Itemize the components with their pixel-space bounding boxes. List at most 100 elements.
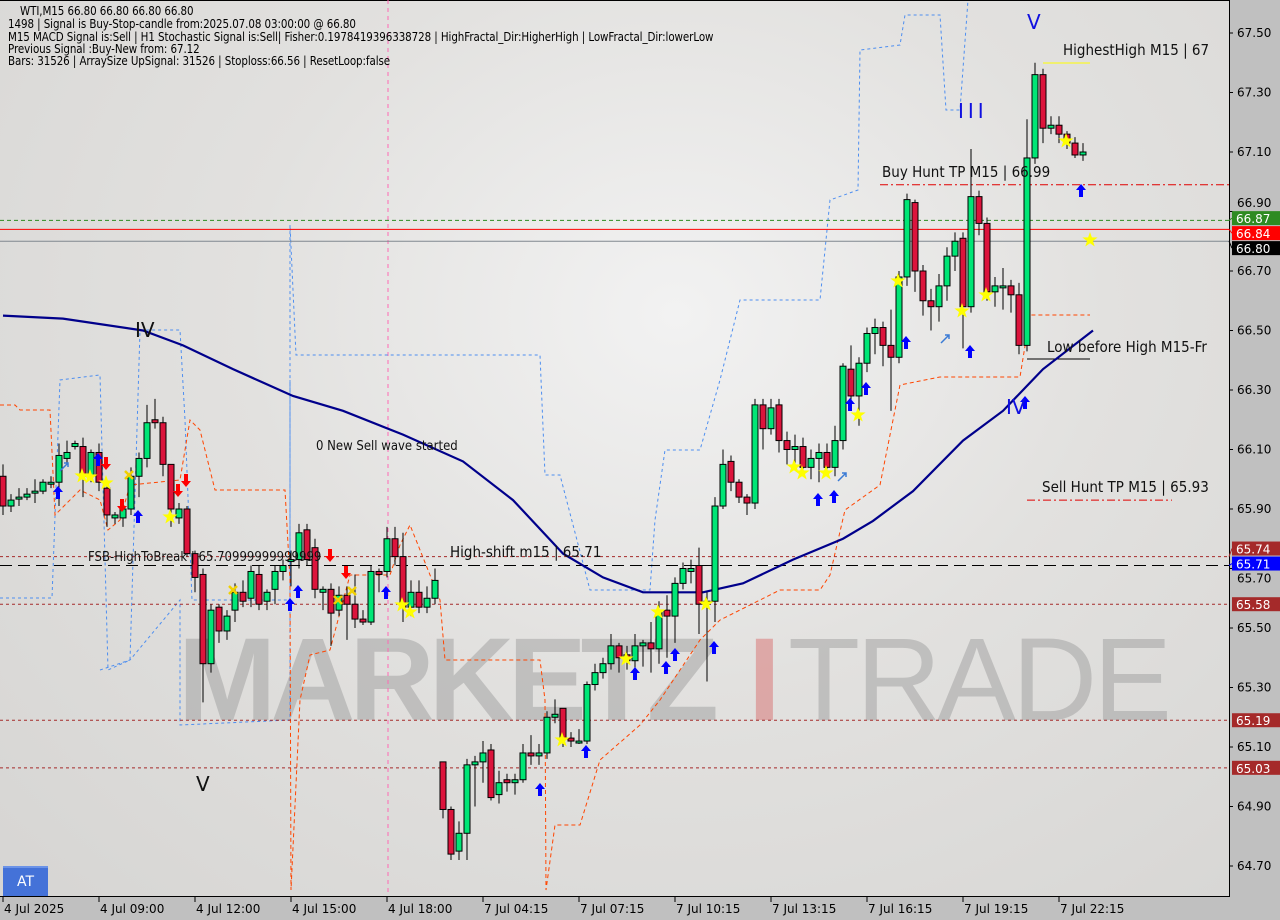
candle-body bbox=[807, 457, 815, 468]
x-tick-label: 4 Jul 12:00 bbox=[196, 902, 260, 916]
candle-body bbox=[791, 446, 799, 450]
candle bbox=[999, 268, 1007, 310]
candle bbox=[23, 488, 31, 501]
trailing-stop-line bbox=[0, 314, 1090, 891]
candle bbox=[71, 440, 79, 450]
candle bbox=[375, 568, 383, 593]
candle-body bbox=[759, 404, 767, 430]
candle bbox=[31, 479, 39, 504]
star-signal-icon bbox=[98, 475, 114, 490]
candle bbox=[735, 479, 743, 504]
buy-arrow-icon bbox=[53, 486, 63, 499]
candle bbox=[15, 488, 23, 507]
candle bbox=[383, 526, 391, 578]
candle bbox=[159, 416, 167, 477]
candle-body bbox=[575, 740, 583, 744]
star-signal-icon bbox=[82, 469, 98, 484]
candle bbox=[1047, 116, 1055, 135]
price-tag: 66.84 bbox=[1228, 226, 1280, 241]
candle-body bbox=[39, 481, 47, 492]
candle bbox=[199, 568, 207, 703]
candle bbox=[151, 398, 159, 429]
candle bbox=[271, 565, 279, 605]
candle bbox=[1007, 279, 1015, 313]
candle bbox=[487, 744, 495, 801]
candle-body bbox=[263, 591, 271, 602]
sell-wave-label: 0 New Sell wave started bbox=[316, 439, 458, 454]
candle bbox=[679, 562, 687, 590]
candle-body bbox=[159, 422, 167, 465]
candle bbox=[911, 199, 919, 292]
sell-arrow-icon bbox=[341, 566, 351, 579]
y-tick-label: 64.90 bbox=[1237, 800, 1271, 814]
price-tag-label: 65.19 bbox=[1236, 714, 1270, 728]
candle-body bbox=[135, 457, 143, 477]
candle bbox=[903, 193, 911, 286]
candle bbox=[919, 265, 927, 316]
candle-body bbox=[767, 407, 775, 430]
candle-body bbox=[887, 344, 895, 358]
buy-arrow-icon bbox=[661, 661, 671, 674]
auto-trading-button[interactable]: AT bbox=[3, 866, 48, 896]
price-tag: 65.71 bbox=[1228, 556, 1280, 572]
candle-body bbox=[1055, 124, 1063, 135]
candle bbox=[495, 770, 503, 804]
candle bbox=[1071, 137, 1079, 158]
price-tag-bg bbox=[1232, 226, 1280, 241]
candle-body bbox=[455, 832, 463, 852]
candle bbox=[991, 276, 999, 307]
candle-body bbox=[103, 487, 111, 516]
y-tick-label: 66.10 bbox=[1237, 443, 1271, 457]
buy-arrow-icon bbox=[285, 598, 295, 611]
candle-body bbox=[535, 752, 543, 757]
price-tag-label: 66.80 bbox=[1236, 242, 1270, 256]
candle-body bbox=[175, 508, 183, 519]
candle bbox=[567, 732, 575, 747]
star-signal-icon bbox=[162, 509, 178, 524]
y-tick-label: 65.50 bbox=[1237, 621, 1271, 635]
sell-hunt-label: Sell Hunt TP M15 | 65.93 bbox=[1042, 478, 1209, 496]
candle bbox=[183, 506, 191, 557]
candle bbox=[247, 565, 255, 608]
candle-body bbox=[423, 597, 431, 608]
y-tick-label: 67.10 bbox=[1237, 145, 1271, 159]
candle bbox=[1023, 119, 1031, 352]
candle bbox=[879, 321, 887, 367]
candle bbox=[759, 398, 767, 450]
candle-body bbox=[639, 642, 647, 647]
buy-arrow-icon bbox=[965, 345, 975, 358]
x-tick-label: 7 Jul 13:15 bbox=[772, 902, 836, 916]
candle bbox=[967, 149, 975, 313]
buy-arrow-icon bbox=[709, 641, 719, 654]
candle-body bbox=[695, 565, 703, 605]
candle bbox=[695, 547, 703, 634]
candle-body bbox=[231, 591, 239, 611]
candle bbox=[631, 633, 639, 670]
candle-body bbox=[487, 749, 495, 799]
x-tick-label: 7 Jul 04:15 bbox=[484, 902, 548, 916]
candle bbox=[1039, 68, 1047, 144]
candle bbox=[47, 476, 55, 489]
candle bbox=[951, 232, 959, 271]
candle-body bbox=[567, 737, 575, 742]
candle-body bbox=[367, 570, 375, 623]
candle-body bbox=[447, 808, 455, 855]
hollow-arrow-icon bbox=[837, 472, 847, 482]
candle bbox=[743, 494, 751, 515]
candle-body bbox=[303, 529, 311, 561]
candle-body bbox=[527, 752, 535, 757]
candle-body bbox=[63, 451, 71, 459]
candle-body bbox=[631, 645, 639, 662]
fsb-label: FSB-HighToBreak | 65.70999999999999 bbox=[88, 550, 322, 565]
candle bbox=[751, 398, 759, 509]
moving-average-line bbox=[2, 314, 1094, 594]
x-tick-label: 4 Jul 18:00 bbox=[388, 902, 452, 916]
candle bbox=[839, 363, 847, 450]
candle bbox=[255, 565, 263, 611]
candle bbox=[135, 452, 143, 498]
candle-body bbox=[543, 716, 551, 754]
candle-body bbox=[647, 642, 655, 650]
wave-iii: III bbox=[958, 99, 988, 123]
candle bbox=[455, 821, 463, 861]
candle bbox=[935, 273, 943, 322]
